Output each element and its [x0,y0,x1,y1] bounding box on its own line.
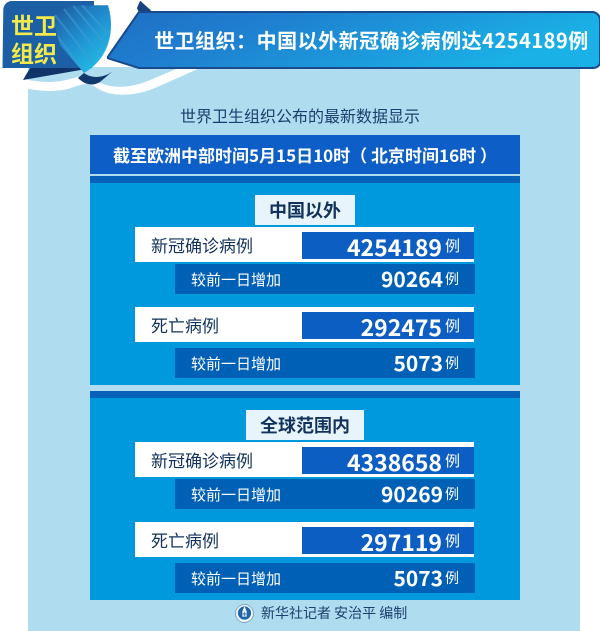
svg-text:组织: 组织 [11,35,57,69]
